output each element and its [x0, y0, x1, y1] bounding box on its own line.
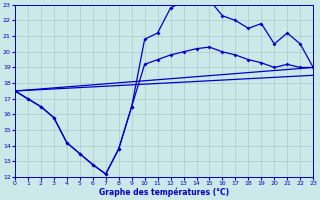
X-axis label: Graphe des températures (°C): Graphe des températures (°C): [99, 188, 229, 197]
